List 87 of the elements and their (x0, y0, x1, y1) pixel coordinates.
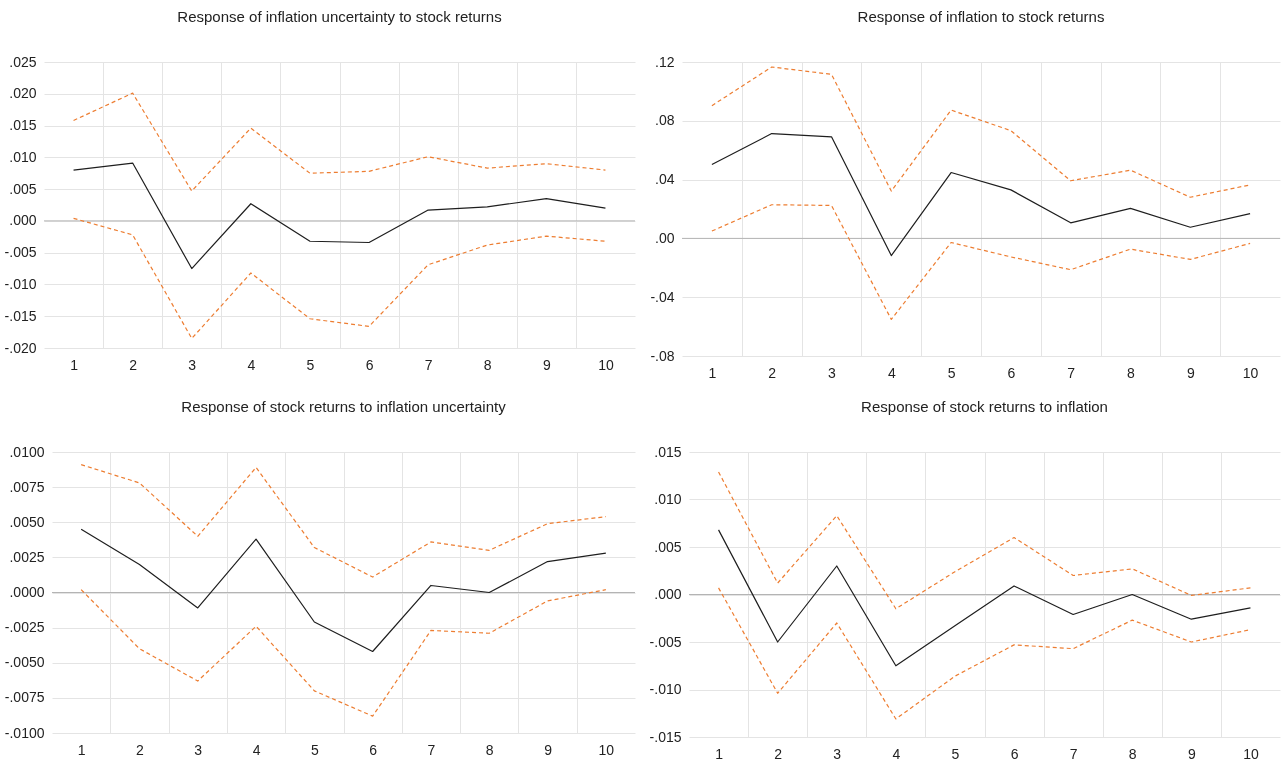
y-tick-label: .04 (655, 171, 675, 188)
x-tick-label: 8 (1128, 745, 1137, 762)
x-tick-label: 9 (1187, 745, 1196, 762)
chart-title: Response of stock returns to inflation (861, 398, 1108, 415)
y-tick-label: -.0025 (4, 619, 45, 636)
y-tick-label: -.010 (649, 681, 682, 697)
x-tick-label: 7 (1069, 745, 1078, 762)
y-tick-label: .0075 (9, 478, 45, 495)
x-tick-label: 2 (774, 745, 783, 762)
chart-title: Response of stock returns to inflation uncertainty (181, 398, 507, 415)
x-tick-label: 6 (365, 356, 374, 373)
line-series (72, 92, 607, 192)
x-tick-label: 3 (194, 741, 203, 758)
x-tick-label: 2 (768, 364, 777, 381)
x-tick-label: 4 (892, 745, 901, 762)
line-series (711, 66, 1251, 198)
y-tick-label: -.04 (650, 288, 675, 305)
y-tick-label: .025 (9, 53, 37, 70)
y-tick-label: -.0100 (4, 724, 45, 741)
x-tick-label: 3 (828, 364, 837, 381)
y-tick-label: .000 (9, 212, 37, 229)
y-tick-label: .020 (9, 85, 37, 102)
line-series (711, 132, 1251, 257)
y-tick-label: .000 (654, 586, 682, 602)
y-tick-label: .005 (654, 538, 682, 555)
x-tick-label: 3 (833, 745, 842, 762)
x-tick-label: 4 (247, 356, 256, 373)
y-tick-label: .010 (9, 148, 37, 165)
y-tick-label: .0025 (9, 548, 45, 565)
x-tick-label: 10 (598, 356, 614, 373)
x-tick-label: 5 (947, 364, 956, 381)
x-tick-label: 8 (483, 356, 492, 373)
x-tick-label: 10 (1242, 364, 1259, 381)
x-tick-label: 3 (188, 356, 197, 373)
x-tick-label: 4 (887, 364, 896, 381)
x-tick-label: 7 (1067, 364, 1076, 381)
x-tick-label: 9 (544, 741, 553, 758)
y-tick-label: -.020 (4, 339, 37, 356)
y-tick-label: .0100 (9, 443, 45, 460)
x-tick-label: 1 (708, 364, 717, 381)
x-tick-label: 7 (427, 741, 436, 758)
x-tick-label: 6 (1010, 745, 1019, 762)
x-tick-label: 6 (1007, 364, 1016, 381)
y-tick-label: -.0050 (4, 654, 45, 671)
y-tick-label: -.005 (649, 633, 682, 650)
x-tick-label: 10 (1243, 745, 1259, 762)
x-tick-label: 2 (129, 356, 138, 373)
x-tick-label: 1 (70, 356, 79, 373)
y-tick-label: .0000 (9, 584, 45, 600)
line-series (717, 529, 1252, 667)
line-series (80, 589, 607, 717)
x-tick-label: 10 (598, 741, 615, 758)
x-tick-label: 5 (310, 741, 319, 758)
line-series (72, 217, 607, 340)
y-tick-label: .015 (654, 443, 682, 460)
y-tick-label: -.010 (4, 275, 37, 292)
x-tick-label: 1 (715, 745, 724, 762)
y-tick-label: -.015 (4, 307, 37, 324)
x-tick-label: 9 (1186, 364, 1195, 381)
y-tick-label: .00 (655, 229, 675, 246)
x-tick-label: 5 (951, 745, 960, 762)
y-tick-label: .005 (9, 180, 37, 197)
line-series (717, 471, 1252, 610)
x-tick-label: 2 (136, 741, 145, 758)
line-series (711, 204, 1251, 320)
x-tick-label: 8 (485, 741, 494, 758)
y-tick-label: -.015 (649, 728, 682, 745)
y-tick-label: -.0075 (4, 689, 45, 706)
y-tick-label: .015 (9, 117, 37, 134)
chart-title: Response of inflation to stock returns (857, 8, 1105, 25)
line-series (80, 528, 607, 653)
chart-title: Response of inflation uncertainty to stock returns (177, 8, 502, 25)
y-tick-label: -.005 (4, 244, 37, 261)
line-series (72, 162, 607, 270)
x-tick-label: 4 (252, 741, 261, 758)
y-tick-label: .010 (654, 491, 682, 507)
y-tick-label: .08 (655, 112, 675, 129)
y-tick-label: .12 (655, 53, 675, 70)
x-tick-label: 1 (77, 741, 86, 758)
x-tick-label: 5 (306, 356, 315, 373)
x-tick-label: 8 (1127, 364, 1136, 381)
x-tick-label: 7 (424, 356, 433, 373)
x-tick-label: 9 (542, 356, 551, 373)
x-tick-label: 6 (369, 741, 378, 758)
y-tick-label: .0050 (9, 513, 45, 530)
line-series (80, 464, 607, 578)
y-tick-label: -.08 (650, 347, 675, 364)
